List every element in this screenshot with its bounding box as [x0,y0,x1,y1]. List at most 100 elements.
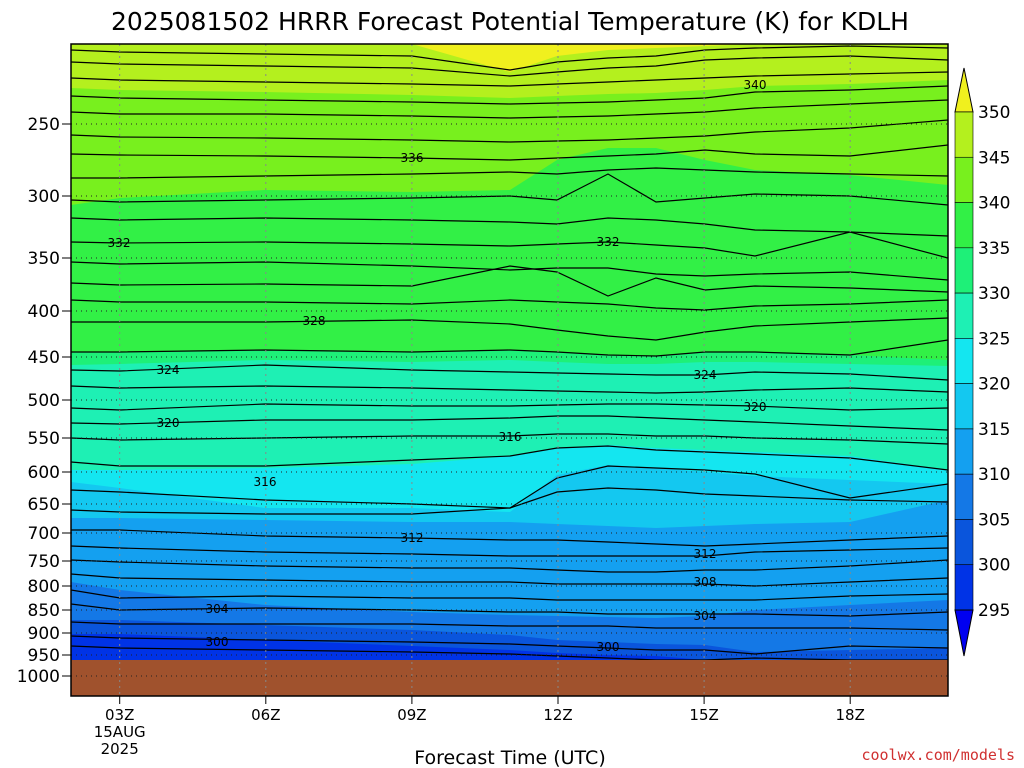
y-tick-label: 800 [28,577,60,597]
contour-label-text: 332 [108,236,131,250]
contour-line [71,231,948,259]
contour-line [71,645,948,661]
colorbar-label: 310 [978,465,1010,485]
contour-label-text: 324 [694,368,717,382]
colorbar-label: 315 [978,420,1010,440]
x-tick-label: 09Z [397,706,426,724]
contour-line [71,144,948,161]
contour-label: 300 [206,635,229,649]
contour-label: 328 [303,314,326,328]
contour-line [71,55,948,77]
colorbar-segment [954,247,974,294]
contour-line [71,559,948,573]
contour-line [71,589,948,601]
colorbar-bottom-arrow [954,609,974,657]
colorbar-segment [954,383,974,430]
contour-line [71,261,948,281]
credit-text: coolwx.com/models [861,746,1015,764]
x-tick-year: 2025 [101,740,139,758]
contour-label: 320 [744,400,767,414]
colorbar-label: 305 [978,510,1010,530]
contour-label: 320 [157,416,180,430]
y-tick-label: 600 [28,463,60,483]
colorbar-segment [954,338,974,384]
colorbar-segment [954,156,974,203]
colorbar-segment [954,428,974,475]
contour-line [71,317,948,341]
contour-line [71,217,948,237]
contour-label-text: 316 [254,475,277,489]
contour-label-text: 336 [401,151,424,165]
x-tick-label: 12Z [543,706,572,724]
y-tick-label: 750 [28,552,60,572]
colorbar-label: 300 [978,556,1010,576]
contour-lines [71,45,948,661]
contour-label-text: 316 [499,430,522,444]
contour-label: 312 [401,531,424,545]
colorbar-segment [954,564,974,611]
colorbar-label: 345 [978,148,1010,168]
contour-label: 316 [254,475,277,489]
contour-line [71,99,948,119]
contour-line [71,119,948,143]
contour-label-text: 340 [744,78,767,92]
colorbar-label: 325 [978,329,1010,349]
colorbar-label: 335 [978,239,1010,259]
contour-line [71,364,948,381]
contour-label: 312 [694,547,717,561]
y-tick-label: 500 [28,391,60,411]
y-tick-label: 1000 [17,667,60,687]
x-tick-label: 06Z [251,706,280,724]
contour-line [71,445,948,471]
colorbar-label: 295 [978,601,1010,621]
y-tick-label: 650 [28,495,60,515]
contour-line [71,173,948,206]
contour-label-text: 320 [157,416,180,430]
contour-line [71,415,948,431]
y-tick-label: 700 [28,524,60,544]
y-tick-label: 400 [28,302,60,322]
contour-label-text: 304 [694,609,717,623]
contour-line [71,45,948,71]
contour-label: 324 [157,363,180,377]
chart-title: 2025081502 HRRR Forecast Potential Tempe… [111,7,909,36]
contour-label: 304 [694,609,717,623]
contour-line [71,621,948,631]
y-tick-label: 250 [28,115,60,135]
colorbar-label: 340 [978,194,1010,214]
x-tick-date: 15AUG [94,723,146,741]
contour-label-text: 312 [694,547,717,561]
colorbar: 350 345 340 335 330 325 320 315 310 305 300 295 [954,67,1010,657]
contour-label: 316 [499,430,522,444]
contour-line [71,487,948,515]
plot-frame [70,43,949,697]
contour-line [71,573,948,587]
y-tick-label: 300 [28,187,60,207]
colorbar-segment [954,519,974,566]
contour-line [71,403,948,411]
contour-line [71,385,948,394]
contour-label-text: 300 [206,635,229,649]
contour-line [71,603,948,617]
contour-label-text: 312 [401,531,424,545]
x-axis-label: Forecast Time (UTC) [414,747,605,768]
colorbar-segment [954,473,974,520]
contour-label: 332 [597,235,620,249]
colorbar-segment [954,202,974,249]
contour-line [71,265,948,297]
contour-line [71,167,948,179]
contour-line [71,545,948,557]
contour-label: 304 [206,602,229,616]
contour-line [71,433,948,445]
contour-label: 308 [694,575,717,589]
below-ground-area [71,660,948,696]
y-tick-label: 850 [28,601,60,621]
contour-line [71,635,948,655]
contour-label-text: 328 [303,314,326,328]
contour-label-text: 308 [694,575,717,589]
x-tick-label: 18Z [836,706,865,724]
colorbar-segment [954,292,974,339]
contour-label: 340 [744,78,767,92]
contour-label: 300 [597,640,620,654]
